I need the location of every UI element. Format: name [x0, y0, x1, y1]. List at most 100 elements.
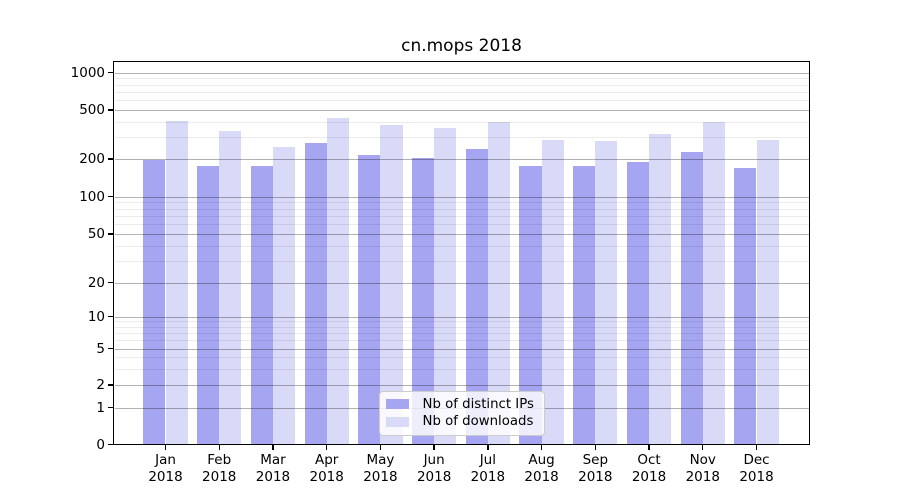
bar-ips-oct	[626, 161, 650, 445]
bar-downloads-nov	[702, 122, 725, 445]
y-tick-label-200: 200	[79, 151, 105, 167]
x-tick-year: 2018	[470, 468, 506, 485]
x-tick-label-dec: Dec 2018	[727, 452, 787, 485]
y-tick-label-10: 10	[87, 308, 105, 325]
x-tick-month: May	[366, 452, 395, 468]
minor-gridline-400	[114, 121, 809, 123]
bar-downloads-oct	[649, 133, 672, 445]
x-tick-mark-apr	[325, 445, 328, 450]
y-tick-label-50: 50	[87, 226, 105, 242]
bar-ips-sep	[573, 165, 596, 445]
legend-swatch-downloads	[385, 416, 409, 427]
y-tick-label-20: 20	[87, 274, 105, 291]
x-tick-year: 2018	[685, 468, 720, 485]
minor-gridline-30	[114, 261, 809, 263]
bar-downloads-feb	[219, 130, 242, 445]
x-tick-month: Mar	[260, 452, 286, 468]
x-tick-mark-oct	[648, 445, 650, 450]
bar-downloads-sep	[595, 141, 618, 445]
x-tick-mark-aug	[540, 445, 543, 450]
x-tick-month: Aug	[528, 452, 555, 468]
x-tick-year: 2018	[631, 468, 667, 485]
x-tick-mark-jul	[487, 445, 489, 450]
x-tick-month: Jun	[423, 452, 445, 468]
minor-gridline-8	[114, 326, 809, 328]
minor-gridline-900	[114, 78, 809, 80]
minor-gridline-600	[114, 100, 809, 102]
minor-gridline-700	[114, 91, 809, 93]
y-tick-mark-2	[107, 384, 113, 386]
legend-label-distinct-ips: Nb of distinct IPs	[422, 396, 534, 412]
x-tick-year: 2018	[202, 468, 237, 485]
bar-ips-nov	[680, 152, 703, 445]
chart-title: cn.mops 2018	[401, 36, 522, 56]
minor-gridline-6	[114, 340, 809, 342]
x-tick-label-sep: Sep 2018	[565, 452, 625, 485]
bar-downloads-jan	[165, 121, 188, 445]
x-tick-mark-nov	[702, 445, 704, 450]
bar-downloads-aug	[541, 139, 564, 445]
x-tick-label-mar: Mar 2018	[243, 452, 303, 485]
bar-ips-jul	[465, 149, 488, 445]
x-tick-month: Nov	[689, 452, 716, 468]
minor-gridline-60	[114, 224, 809, 226]
y-tick-label-1000: 1000	[70, 64, 105, 81]
bar-downloads-jun	[434, 128, 457, 445]
x-tick-year: 2018	[363, 468, 398, 485]
y-tick-mark-50	[107, 233, 113, 235]
x-tick-label-oct: Oct 2018	[619, 452, 679, 485]
minor-gridline-70	[114, 215, 809, 217]
y-tick-label-5: 5	[96, 340, 105, 357]
major-gridline-200	[114, 159, 809, 160]
x-tick-mark-may	[379, 445, 382, 450]
x-tick-label-jan: Jan 2018	[136, 452, 196, 485]
x-tick-label-may: May 2018	[350, 452, 410, 485]
x-tick-label-aug: Aug 2018	[512, 452, 572, 485]
bar-downloads-jul	[487, 122, 510, 445]
x-tick-label-nov: Nov 2018	[673, 452, 733, 485]
minor-gridline-7	[114, 332, 809, 334]
x-tick-month: Apr	[314, 452, 339, 468]
bar-downloads-may	[380, 124, 403, 445]
bar-ips-apr	[304, 143, 327, 445]
minor-gridline-80	[114, 208, 809, 210]
x-tick-mark-mar	[272, 445, 274, 450]
bar-ips-aug	[519, 165, 542, 445]
bar-ips-may	[358, 155, 381, 445]
legend-item-downloads: Nb of downloads	[385, 414, 536, 429]
x-tick-year: 2018	[148, 468, 183, 485]
x-tick-year: 2018	[524, 468, 559, 485]
x-tick-mark-jan	[164, 445, 167, 450]
x-tick-label-apr: Apr 2018	[297, 452, 357, 485]
y-tick-label-500: 500	[79, 102, 105, 118]
major-gridline-100	[114, 196, 809, 198]
bar-ips-dec	[734, 168, 757, 445]
x-tick-mark-sep	[594, 445, 596, 450]
minor-gridline-800	[114, 84, 809, 86]
x-tick-month: Sep	[582, 452, 609, 468]
x-tick-month: Jan	[155, 452, 176, 468]
bar-downloads-apr	[326, 118, 349, 445]
x-tick-month: Dec	[743, 452, 770, 468]
major-gridline-10	[114, 316, 809, 318]
minor-gridline-90	[114, 202, 809, 204]
y-tick-mark-10	[107, 315, 113, 318]
legend-swatch-distinct-ips	[385, 399, 409, 410]
major-gridline-1000	[114, 72, 809, 74]
y-tick-mark-20	[107, 282, 113, 284]
bar-downloads-dec	[756, 140, 779, 445]
minor-gridline-4	[114, 357, 809, 359]
x-tick-month: Oct	[637, 452, 661, 468]
major-gridline-5	[114, 348, 809, 350]
minor-gridline-3	[114, 368, 809, 370]
bar-ips-jun	[412, 157, 435, 445]
x-tick-mark-jun	[433, 445, 435, 450]
x-tick-month: Feb	[207, 452, 232, 468]
x-tick-year: 2018	[309, 468, 344, 485]
y-tick-mark-0	[107, 444, 113, 446]
y-tick-label-1: 1	[96, 399, 105, 416]
